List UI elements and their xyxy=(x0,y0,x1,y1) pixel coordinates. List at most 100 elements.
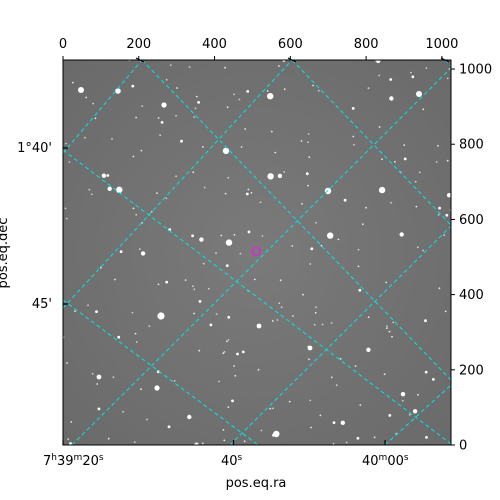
grid-line-2 xyxy=(71,67,451,445)
star-54 xyxy=(320,244,323,247)
star-228 xyxy=(378,186,386,194)
star-146 xyxy=(203,186,206,189)
star-220 xyxy=(288,400,291,403)
star-182 xyxy=(224,192,227,195)
star-47 xyxy=(373,436,376,439)
star-105 xyxy=(414,180,417,183)
star-214 xyxy=(134,332,137,335)
star-33 xyxy=(385,281,388,284)
star-190 xyxy=(240,146,243,148)
star-86 xyxy=(175,175,178,178)
grid-line-7 xyxy=(63,299,259,445)
star-140 xyxy=(337,238,340,241)
star-255 xyxy=(160,121,164,124)
x-pixel-tick-label-5: 1000 xyxy=(425,37,458,52)
star-115 xyxy=(388,414,392,417)
y-pixel-tick-label-4: 800 xyxy=(459,138,484,153)
star-51 xyxy=(392,321,395,324)
star-154 xyxy=(399,232,404,237)
star-71 xyxy=(446,193,451,198)
star-183 xyxy=(225,239,233,246)
star-130 xyxy=(376,60,381,64)
star-253 xyxy=(67,438,70,441)
star-238 xyxy=(198,300,202,303)
star-234 xyxy=(438,287,441,290)
x-pixel-tick-label-2: 400 xyxy=(202,37,227,52)
bright-star-1 xyxy=(115,88,121,94)
star-123 xyxy=(193,116,196,118)
bright-star-9 xyxy=(307,345,313,351)
star-186 xyxy=(277,173,283,179)
y-pixel-tick-label-1: 200 xyxy=(459,363,484,378)
star-218 xyxy=(150,210,153,213)
star-199 xyxy=(366,347,371,352)
star-98 xyxy=(253,278,256,281)
star-25 xyxy=(222,147,230,154)
ra-tick-label-1: 40s xyxy=(221,453,243,469)
star-121 xyxy=(246,90,250,93)
star-189 xyxy=(301,202,303,205)
star-157 xyxy=(70,421,73,423)
star-104 xyxy=(335,384,338,387)
x-pixel-tick-label-1: 200 xyxy=(126,37,151,52)
star-245 xyxy=(107,186,112,191)
star-143 xyxy=(119,250,123,254)
star-61 xyxy=(330,376,333,379)
star-108 xyxy=(194,442,199,445)
star-13 xyxy=(417,393,419,396)
star-73 xyxy=(141,105,144,108)
star-92 xyxy=(198,349,201,352)
star-242 xyxy=(223,439,226,442)
star-248 xyxy=(345,441,348,444)
star-91 xyxy=(312,84,314,87)
star-142 xyxy=(222,429,225,431)
star-37 xyxy=(231,399,234,403)
y-axis-label: pos.eq.dec xyxy=(0,218,11,289)
star-179 xyxy=(276,319,279,321)
star-210 xyxy=(327,232,334,239)
star-57 xyxy=(383,373,386,376)
star-163 xyxy=(340,420,345,425)
star-208 xyxy=(437,144,439,147)
star-149 xyxy=(87,304,89,307)
star-222 xyxy=(191,234,195,238)
star-230 xyxy=(159,134,162,137)
star-19 xyxy=(101,173,107,178)
star-134 xyxy=(260,429,263,432)
x-pixel-tick-label-0: 0 xyxy=(59,37,67,52)
star-221 xyxy=(425,436,428,439)
star-15 xyxy=(64,207,67,210)
star-148 xyxy=(233,93,235,96)
target-marker-layer xyxy=(251,246,262,257)
star-11 xyxy=(234,374,237,377)
star-65 xyxy=(192,285,194,288)
star-172 xyxy=(356,436,360,440)
dec-tick-label-1: 45' xyxy=(32,297,52,312)
star-96 xyxy=(357,265,360,268)
star-113 xyxy=(95,310,98,313)
star-233 xyxy=(330,322,333,324)
star-204 xyxy=(410,71,412,74)
star-257 xyxy=(261,235,264,237)
star-223 xyxy=(169,64,172,66)
star-field xyxy=(63,60,451,445)
star-39 xyxy=(445,213,449,217)
star-256 xyxy=(227,406,230,408)
star-127 xyxy=(250,192,253,194)
star-225 xyxy=(236,352,239,356)
star-240 xyxy=(84,136,86,139)
star-64 xyxy=(425,67,428,69)
x-pixel-tick-label-3: 600 xyxy=(278,37,303,52)
star-77 xyxy=(239,252,242,255)
star-209 xyxy=(332,421,336,424)
ra-tick-label-0: 7h39m20s xyxy=(43,453,104,469)
star-244 xyxy=(209,323,213,327)
star-135 xyxy=(106,174,110,177)
ra-tick-top-2 xyxy=(440,57,450,63)
star-243 xyxy=(111,138,113,140)
star-164 xyxy=(168,228,172,232)
star-212 xyxy=(193,312,196,315)
star-90 xyxy=(446,77,449,80)
star-24 xyxy=(233,365,236,367)
